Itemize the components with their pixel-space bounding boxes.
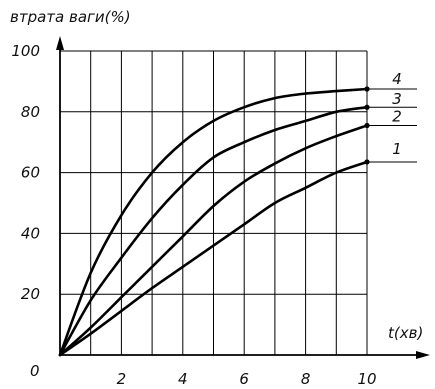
x-tick-label: 8 (301, 370, 311, 388)
series-label: 2 (392, 107, 402, 125)
series-label: 3 (392, 90, 402, 108)
series-label: 4 (392, 70, 402, 88)
y-axis-label: втрата ваги(%) (10, 8, 131, 26)
series: 1 23 4 (58, 70, 417, 357)
x-tick-label: 2 (117, 370, 127, 388)
series-line (58, 124, 369, 357)
y-axis-arrow-icon (56, 36, 64, 50)
series-line (58, 160, 369, 357)
y-tick-label: 100 (11, 42, 40, 60)
series-label: 1 (392, 140, 402, 158)
tick-labels: 2 4 6 8 10 20 40 60 80 100 (11, 42, 376, 388)
y-tick-label: 40 (21, 224, 40, 242)
series-line (58, 105, 369, 357)
x-tick-label: 10 (357, 370, 376, 388)
origin-label: 0 (30, 362, 40, 380)
y-tick-label: 60 (21, 164, 40, 182)
grid (60, 50, 368, 355)
x-tick-label: 4 (178, 370, 188, 388)
x-tick-label: 6 (239, 370, 249, 388)
x-axis-arrow-icon (416, 351, 430, 359)
axes (56, 36, 430, 359)
series-line (58, 87, 369, 357)
x-axis-label: t(хв) (388, 324, 423, 342)
y-tick-label: 80 (21, 103, 40, 121)
y-tick-label: 20 (21, 285, 40, 303)
